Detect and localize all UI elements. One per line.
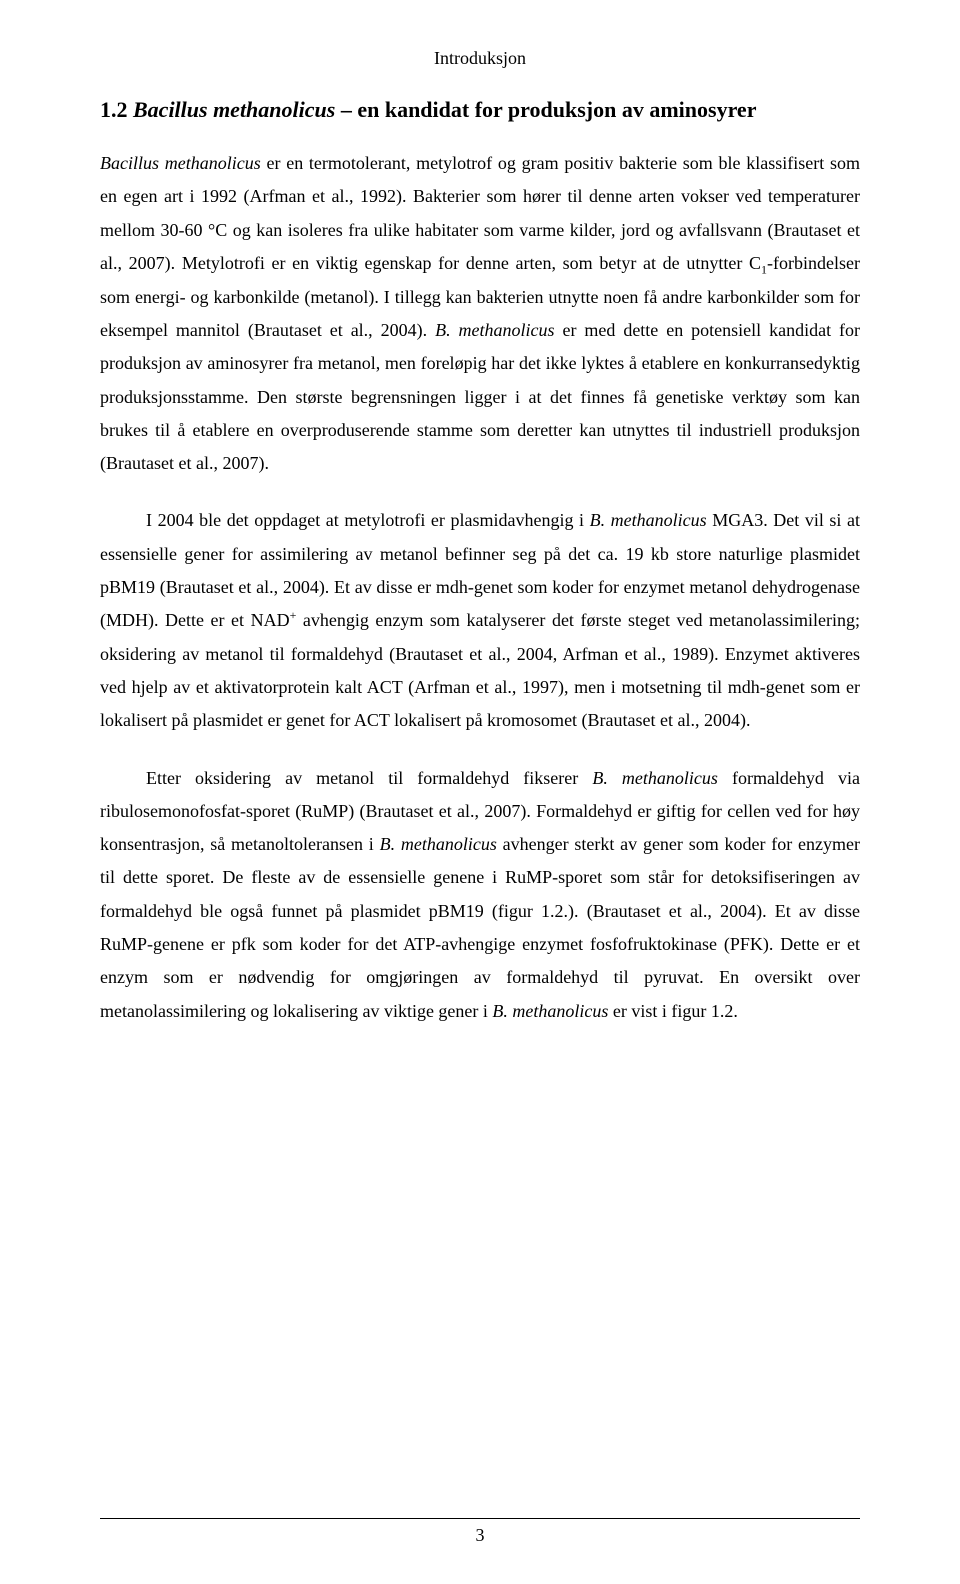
p3-text-g: er vist i figur 1.2.: [608, 1001, 737, 1021]
p2-text-a: I 2004 ble det oppdaget at metylotrofi e…: [146, 510, 590, 530]
p1-italic-2: B. methanolicus: [435, 320, 554, 340]
page-number: 3: [476, 1525, 485, 1545]
paragraph-2: I 2004 ble det oppdaget at metylotrofi e…: [100, 504, 860, 737]
p1-italic-1: Bacillus methanolicus: [100, 153, 261, 173]
page-header: Introduksjon: [100, 48, 860, 69]
p3-italic-3: B. methanolicus: [492, 1001, 608, 1021]
section-heading: 1.2 Bacillus methanolicus – en kandidat …: [100, 97, 860, 123]
heading-prefix: 1.2: [100, 97, 133, 122]
p3-italic-2: B. methanolicus: [380, 834, 497, 854]
paragraph-1: Bacillus methanolicus er en termotoleran…: [100, 147, 860, 480]
p3-italic-1: B. methanolicus: [592, 768, 718, 788]
page-footer: 3: [100, 1518, 860, 1546]
p3-text-e: avhenger sterkt av gener som koder for e…: [100, 834, 860, 1020]
heading-italic: Bacillus methanolicus: [133, 97, 335, 122]
p1-text-e: er med dette en potensiell kandidat for …: [100, 320, 860, 473]
p3-text-a: Etter oksidering av metanol til formalde…: [146, 768, 592, 788]
p2-italic-1: B. methanolicus: [590, 510, 707, 530]
paragraph-3: Etter oksidering av metanol til formalde…: [100, 762, 860, 1028]
heading-suffix: – en kandidat for produksjon av aminosyr…: [335, 97, 756, 122]
